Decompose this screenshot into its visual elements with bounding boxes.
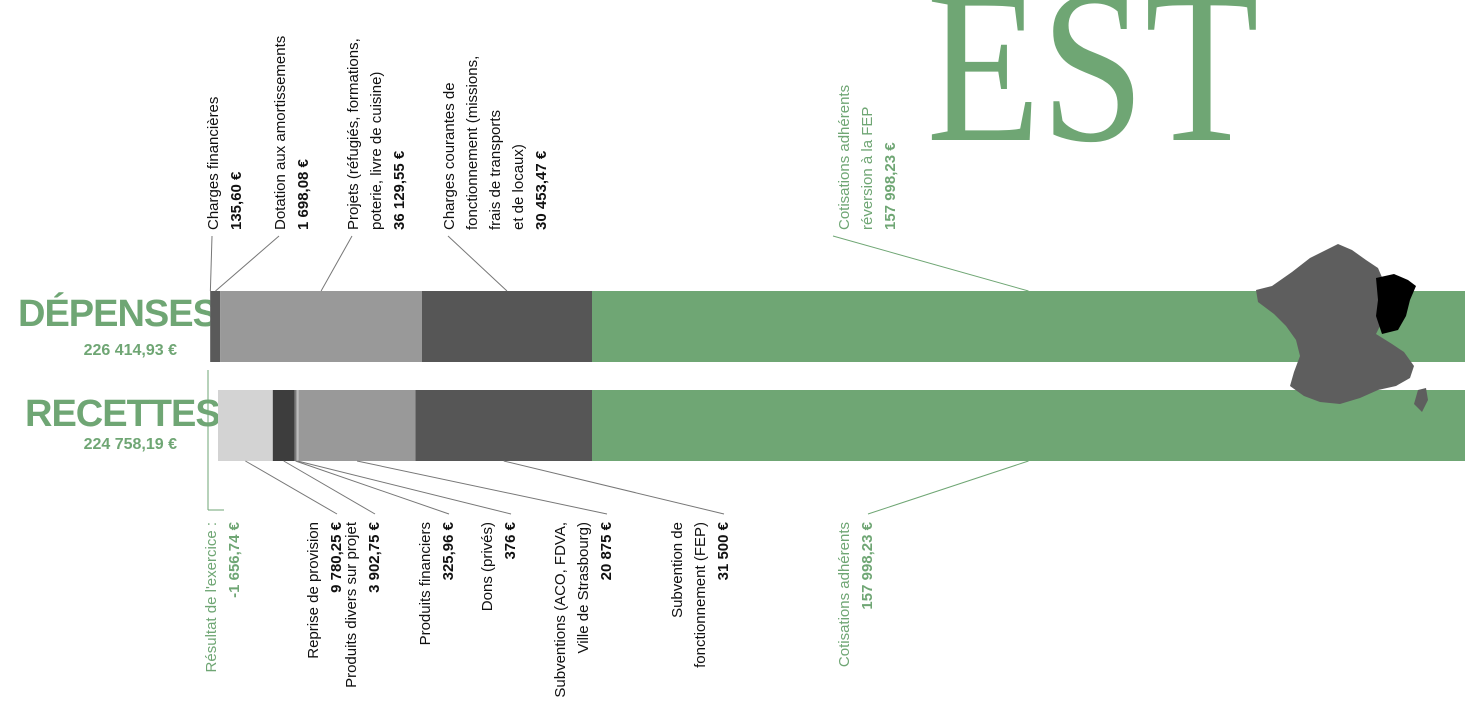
recettes-leader-4 <box>356 460 608 515</box>
depenses-label-4: Cotisations adhérents réversion à la FEP 1… <box>836 85 899 230</box>
depenses-leader-2 <box>320 235 353 292</box>
recettes-label-3: Dons (privés) 376 € <box>479 521 519 611</box>
depenses-label-3: Charges courantes de fonctionnement (miss… <box>441 56 550 230</box>
depenses-leader-0 <box>209 235 213 292</box>
recettes-segment-1 <box>272 390 295 461</box>
depenses-segment-0 <box>210 291 211 362</box>
depenses-title: DÉPENSES <box>18 293 218 335</box>
recettes-segment-5 <box>415 390 592 461</box>
depenses-segment-3 <box>421 291 592 362</box>
depenses-leader-4 <box>832 235 1029 292</box>
recettes-segment-6 <box>592 390 1465 461</box>
recettes-leader-6 <box>867 460 1029 515</box>
recettes-label-2: Produits financiers 325,96 € <box>417 521 457 645</box>
depenses-leader-3 <box>447 235 508 292</box>
recettes-total: 224 758,19 € <box>83 436 177 453</box>
recettes-leader-2 <box>295 460 450 515</box>
recettes-label-4: Subventions (ACO, FDVA, Ville de Strasbou… <box>552 521 615 697</box>
recettes-leader-5 <box>503 460 725 515</box>
france-map-icon <box>1256 244 1428 412</box>
recettes-segment-2 <box>294 390 297 461</box>
recettes-segment-3 <box>296 390 299 461</box>
header-fragment: EST <box>927 0 1259 188</box>
recettes-label-1: Produits divers sur projet 3 902,75 € <box>343 521 383 688</box>
depenses-label-1: Dotation aux amortissements 1 698,08 € <box>272 36 312 230</box>
recettes-leader-1 <box>283 460 376 515</box>
recettes-leader-0 <box>245 460 338 515</box>
depenses-total: 226 414,93 € <box>83 342 177 359</box>
recettes-segment-0 <box>218 390 273 461</box>
depenses-label-2: Projets (réfugiés, formations, poterie, l… <box>345 38 408 230</box>
depenses-label-0: Charges financières 135,60 € <box>205 97 245 230</box>
recettes-label-0: Reprise de provision 9 780,25 € <box>305 521 345 658</box>
recettes-title: RECETTES <box>25 393 221 435</box>
depenses-segment-1 <box>210 291 221 362</box>
depenses-leader-1 <box>215 235 280 292</box>
recettes-segment-4 <box>298 390 416 461</box>
resultat-label: Résultat de l'exercice : -1 656,74 € <box>203 521 243 672</box>
depenses-segment-2 <box>220 291 422 362</box>
recettes-leader-3 <box>297 460 512 515</box>
recettes-label-6: Cotisations adhérents 157 998,23 € <box>836 521 876 667</box>
recettes-label-5: Subvention de fonctionnement (FEP) 31 500 … <box>669 521 732 668</box>
